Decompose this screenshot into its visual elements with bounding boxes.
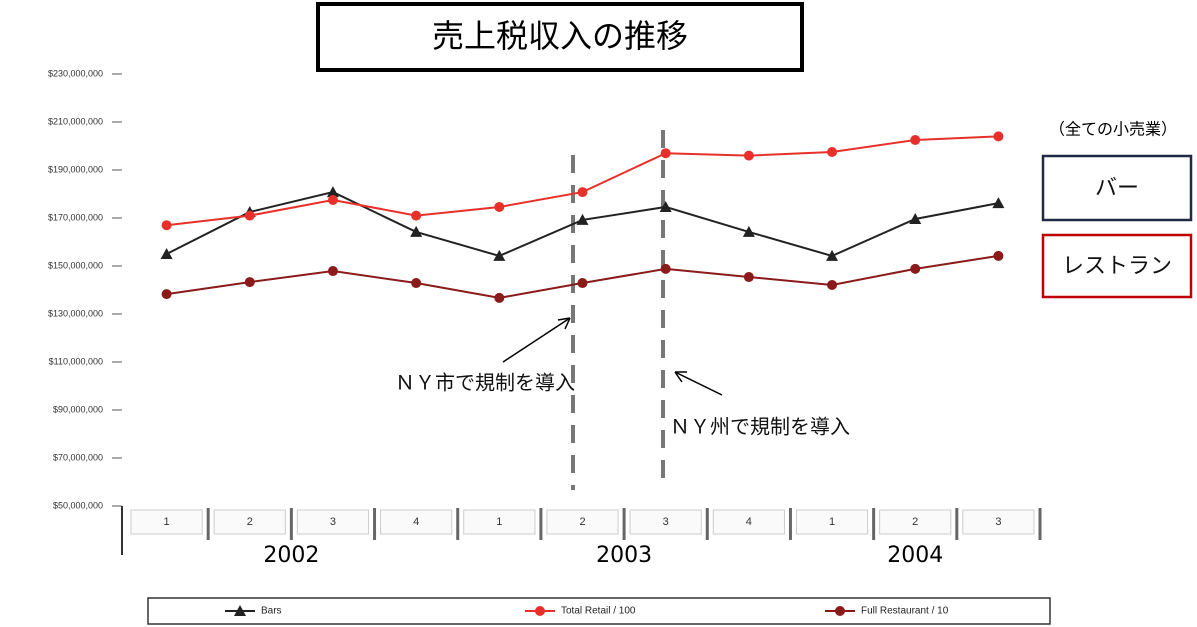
- arrow-head: [557, 317, 571, 330]
- marker: [993, 250, 1004, 261]
- category-cell: [879, 509, 952, 535]
- marker: [660, 148, 671, 159]
- marker: [827, 147, 838, 157]
- marker: [826, 249, 839, 261]
- marker: [494, 292, 505, 303]
- category-cell: [962, 509, 1035, 535]
- annotation: ＮＹ州で規制を導入: [670, 415, 850, 439]
- marker: [411, 210, 422, 221]
- marker: [993, 131, 1004, 142]
- marker: [535, 606, 545, 616]
- marker: [835, 606, 845, 616]
- marker: [743, 272, 754, 283]
- marker: [577, 187, 588, 198]
- y-tick-label: $130,000,000: [48, 308, 103, 318]
- y-tick-label: $110,000,000: [49, 356, 103, 366]
- category-cell: [213, 509, 286, 535]
- x-tick-label: 2: [247, 516, 253, 528]
- category-cell: [130, 509, 203, 535]
- category-cell: [712, 509, 785, 535]
- y-tick-label: $210,000,000: [48, 116, 103, 126]
- annotation: バー: [1095, 176, 1139, 201]
- marker: [326, 186, 339, 198]
- y-tick-label: $90,000,000: [53, 404, 103, 414]
- marker: [327, 266, 338, 277]
- chart-title: 売上税収入の推移: [432, 17, 688, 55]
- marker: [992, 197, 1005, 209]
- year-label: 2003: [596, 543, 652, 568]
- category-cell: [629, 509, 702, 535]
- category-cell: [795, 509, 869, 535]
- legend-label: Bars: [261, 606, 282, 617]
- marker: [493, 249, 506, 261]
- marker: [327, 195, 338, 205]
- x-tick-label: 1: [496, 516, 502, 528]
- arrow-head: [674, 371, 687, 383]
- annotation: （全ての小売業）: [1049, 120, 1177, 139]
- annotation: レストラン: [1062, 254, 1172, 279]
- y-tick-label: $50,000,000: [53, 500, 103, 510]
- marker: [160, 248, 173, 259]
- x-tick-label: 4: [746, 516, 752, 528]
- y-tick-label: $150,000,000: [48, 260, 103, 270]
- category-cell: [296, 509, 370, 535]
- label-box: [1041, 233, 1193, 299]
- arrow: [502, 317, 571, 363]
- marker: [910, 263, 921, 274]
- x-tick-label: 2: [579, 516, 585, 528]
- marker: [660, 263, 671, 274]
- marker: [411, 278, 422, 289]
- series-line: [166, 254, 999, 299]
- marker: [742, 225, 755, 237]
- arrow: [674, 371, 723, 396]
- y-tick-label: $230,000,000: [48, 68, 103, 78]
- category-cell: [463, 509, 536, 535]
- x-tick-label: 2: [912, 516, 918, 528]
- marker: [234, 605, 246, 616]
- annotation: ＮＹ市で規制を導入: [395, 371, 575, 395]
- x-tick-label: 3: [330, 516, 336, 528]
- y-tick-label: $70,000,000: [53, 452, 103, 462]
- label-box: [1041, 154, 1193, 222]
- category-cell: [380, 509, 453, 535]
- x-tick-label: 3: [663, 516, 669, 528]
- series-line: [166, 135, 999, 227]
- marker: [743, 150, 754, 161]
- legend-label: Total Retail / 100: [561, 606, 636, 617]
- x-tick-label: 3: [995, 516, 1001, 528]
- year-label: 2002: [263, 543, 319, 568]
- y-tick-label: $170,000,000: [48, 212, 103, 222]
- marker: [410, 225, 423, 237]
- marker: [161, 289, 172, 300]
- marker: [659, 200, 672, 212]
- x-tick-label: 1: [164, 516, 170, 528]
- marker: [910, 135, 921, 145]
- x-tick-label: 1: [829, 516, 835, 528]
- x-tick-label: 4: [413, 516, 419, 528]
- year-label: 2004: [887, 543, 943, 568]
- marker: [161, 220, 172, 231]
- y-tick-label: $190,000,000: [48, 164, 103, 174]
- marker: [827, 279, 838, 290]
- legend-box: [147, 597, 1051, 625]
- marker: [244, 277, 255, 288]
- marker: [909, 212, 922, 224]
- marker: [244, 210, 255, 221]
- title-box: [316, 2, 804, 72]
- marker: [577, 278, 588, 289]
- category-cell: [546, 509, 619, 535]
- legend-label: Full Restaurant / 10: [861, 606, 949, 617]
- marker: [494, 201, 505, 212]
- marker: [576, 213, 589, 225]
